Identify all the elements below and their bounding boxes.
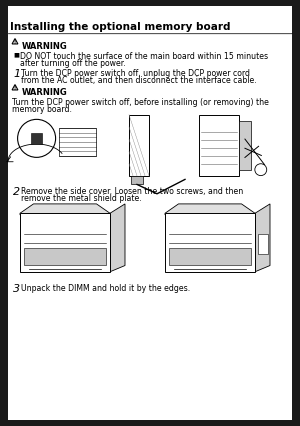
FancyBboxPatch shape xyxy=(239,121,251,170)
Text: after turning off the power.: after turning off the power. xyxy=(20,59,126,68)
Circle shape xyxy=(255,164,267,176)
FancyBboxPatch shape xyxy=(200,115,239,176)
Text: Turn the DCP power switch off, unplug the DCP power cord: Turn the DCP power switch off, unplug th… xyxy=(21,69,250,78)
Polygon shape xyxy=(165,204,255,215)
Text: WARNING: WARNING xyxy=(22,42,68,51)
Polygon shape xyxy=(20,204,110,215)
Text: !: ! xyxy=(14,86,16,91)
FancyBboxPatch shape xyxy=(20,213,110,272)
Text: Turn the DCP power switch off, before installing (or removing) the: Turn the DCP power switch off, before in… xyxy=(12,98,269,107)
Text: memory board.: memory board. xyxy=(12,105,72,114)
FancyBboxPatch shape xyxy=(257,234,268,254)
Text: Installing the optional memory board: Installing the optional memory board xyxy=(10,22,230,32)
Text: 1: 1 xyxy=(13,69,20,79)
FancyBboxPatch shape xyxy=(32,133,42,144)
Text: remove the metal shield plate.: remove the metal shield plate. xyxy=(21,194,142,203)
Polygon shape xyxy=(12,38,18,44)
FancyBboxPatch shape xyxy=(131,176,143,184)
Text: WARNING: WARNING xyxy=(22,88,68,97)
Text: Remove the side cover. Loosen the two screws, and then: Remove the side cover. Loosen the two sc… xyxy=(21,187,243,196)
Text: 2: 2 xyxy=(13,187,20,197)
Text: DO NOT touch the surface of the main board within 15 minutes: DO NOT touch the surface of the main boa… xyxy=(20,52,268,61)
FancyBboxPatch shape xyxy=(129,115,149,176)
Text: Unpack the DIMM and hold it by the edges.: Unpack the DIMM and hold it by the edges… xyxy=(21,284,190,293)
Text: 3: 3 xyxy=(13,284,20,294)
Polygon shape xyxy=(255,204,270,272)
FancyBboxPatch shape xyxy=(24,248,106,265)
FancyBboxPatch shape xyxy=(165,213,255,272)
Polygon shape xyxy=(110,204,125,272)
FancyBboxPatch shape xyxy=(8,6,292,420)
Text: from the AC outlet, and then disconnect the interface cable.: from the AC outlet, and then disconnect … xyxy=(21,76,257,85)
Text: ■: ■ xyxy=(13,52,19,57)
Polygon shape xyxy=(12,84,18,90)
FancyBboxPatch shape xyxy=(169,248,251,265)
Text: !: ! xyxy=(14,40,16,45)
